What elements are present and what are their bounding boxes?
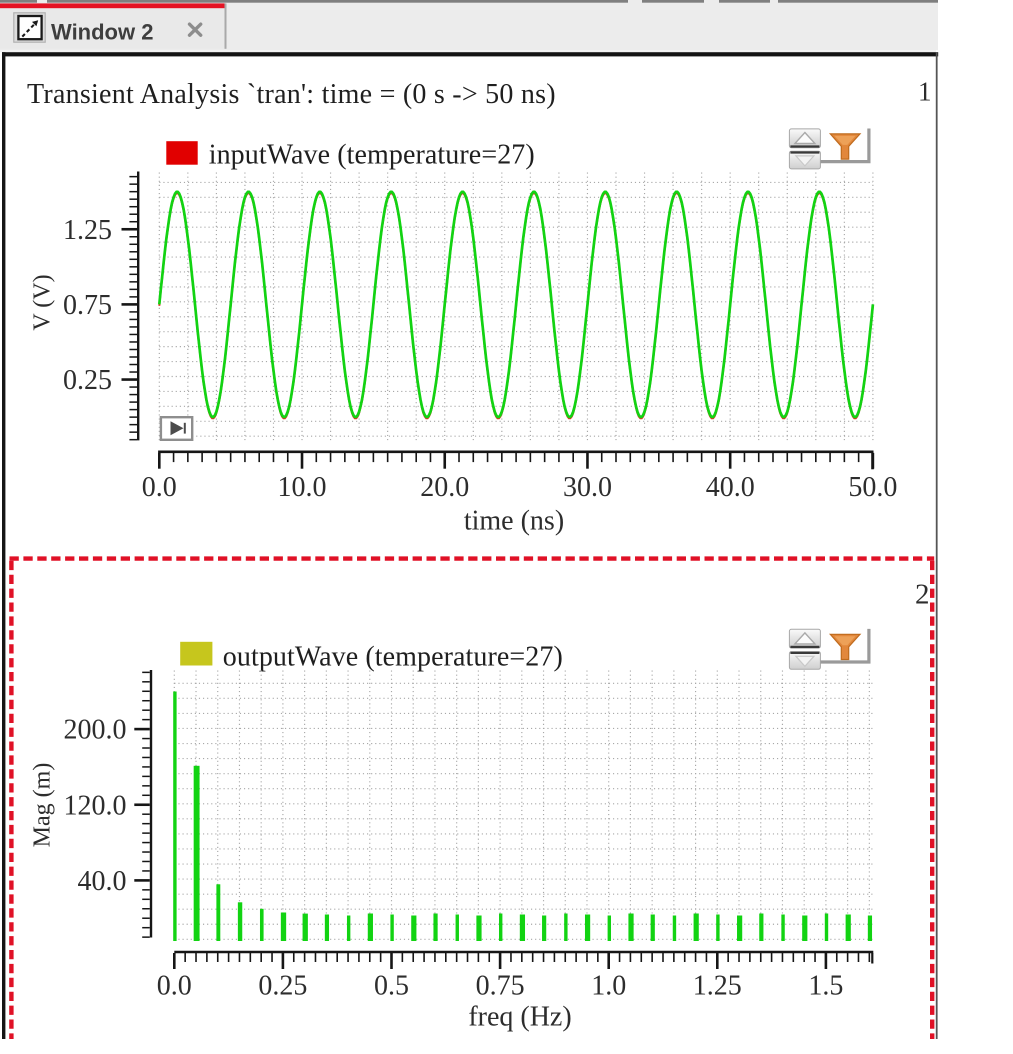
svg-text:Window 2: Window 2	[51, 19, 153, 44]
svg-text:0.25: 0.25	[63, 365, 112, 396]
svg-text:0.25: 0.25	[258, 971, 307, 1002]
svg-text:40.0: 40.0	[706, 472, 755, 503]
svg-text:0.75: 0.75	[476, 971, 525, 1002]
svg-text:20.0: 20.0	[420, 472, 469, 503]
svg-text:0.0: 0.0	[157, 971, 192, 1002]
svg-text:120.0: 120.0	[64, 790, 127, 821]
svg-text:0.0: 0.0	[142, 472, 177, 503]
svg-text:1.0: 1.0	[591, 971, 626, 1002]
svg-text:V (V): V (V)	[30, 274, 56, 330]
svg-text:time (ns): time (ns)	[464, 506, 564, 537]
svg-text:0.75: 0.75	[63, 290, 112, 321]
svg-text:inputWave (temperature=27): inputWave (temperature=27)	[209, 140, 535, 171]
svg-text:0.5: 0.5	[374, 971, 409, 1002]
svg-text:1.5: 1.5	[808, 971, 843, 1002]
svg-text:outputWave (temperature=27): outputWave (temperature=27)	[223, 641, 563, 672]
svg-text:1.25: 1.25	[63, 215, 112, 246]
svg-text:Transient Analysis `tran': tim: Transient Analysis `tran': time = (0 s -…	[27, 79, 556, 110]
svg-text:1: 1	[918, 77, 932, 107]
svg-text:200.0: 200.0	[64, 715, 127, 746]
svg-text:50.0: 50.0	[848, 472, 897, 503]
svg-text:10.0: 10.0	[278, 472, 327, 503]
svg-text:Mag (m): Mag (m)	[30, 763, 56, 848]
svg-text:2: 2	[915, 579, 930, 611]
svg-text:freq (Hz): freq (Hz)	[468, 1002, 571, 1033]
svg-text:30.0: 30.0	[563, 472, 612, 503]
svg-text:40.0: 40.0	[78, 866, 127, 897]
svg-text:1.25: 1.25	[693, 971, 742, 1002]
